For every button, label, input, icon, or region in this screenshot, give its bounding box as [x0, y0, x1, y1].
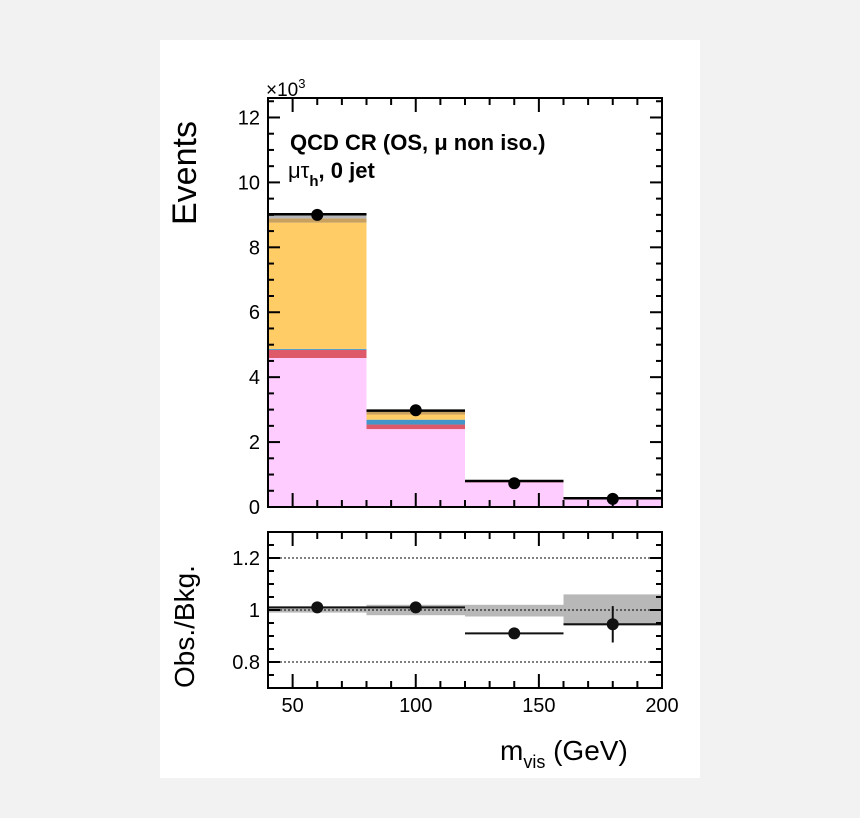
stack-segment	[366, 424, 465, 430]
stack-segment	[268, 358, 367, 507]
ratio-y-tick-label: 0.8	[232, 652, 260, 674]
x-axis-label-sub: vis	[523, 752, 545, 772]
x-axis-label-main: m	[500, 735, 523, 766]
data-point	[409, 404, 422, 417]
annotation-region: QCD CR (OS, μ non iso.)	[290, 130, 545, 155]
x-tick-label: 100	[399, 695, 432, 717]
x-axis-label: mvis (GeV)	[500, 735, 628, 772]
annotation-channel-main: μτ	[288, 158, 310, 183]
stack-segment	[268, 349, 367, 359]
y-tick-label: 12	[238, 107, 260, 129]
y-tick-label: 2	[249, 432, 260, 454]
figure-card	[160, 40, 700, 778]
data-point	[311, 208, 324, 221]
y-axis-label: Events	[166, 121, 204, 225]
ratio-point	[508, 627, 521, 640]
stack-segment	[268, 222, 367, 349]
ratio-point	[409, 601, 422, 614]
stack-segment	[366, 414, 465, 420]
ratio-y-tick-label: 1	[249, 600, 260, 622]
stack-segment	[268, 348, 367, 350]
y-tick-label: 0	[249, 497, 260, 519]
y-multiplier: ×103	[266, 76, 305, 101]
x-tick-label: 200	[645, 695, 678, 717]
annotation-channel-sub: h	[309, 173, 318, 190]
data-point	[508, 477, 521, 490]
ratio-point	[311, 601, 324, 614]
stack-segment	[366, 419, 465, 425]
y-tick-label: 8	[249, 237, 260, 259]
data-point	[606, 492, 619, 505]
y-tick-label: 4	[249, 367, 260, 389]
y-tick-label: 6	[249, 302, 260, 324]
y-tick-label: 10	[238, 172, 260, 194]
y-multiplier-base: ×10	[266, 80, 298, 101]
x-axis-label-rest: (GeV)	[545, 735, 627, 766]
x-tick-label: 150	[522, 695, 555, 717]
annotation-channel-rest: , 0 jet	[319, 158, 376, 183]
y-multiplier-exp: 3	[298, 76, 305, 91]
ratio-y-tick-label: 1.2	[232, 548, 260, 570]
x-tick-label: 50	[282, 695, 304, 717]
uncertainty-band	[465, 604, 564, 617]
ratio-y-axis-label: Obs./Bkg.	[169, 565, 200, 688]
ratio-point	[606, 618, 619, 631]
annotation-channel: μτh, 0 jet	[288, 158, 375, 190]
